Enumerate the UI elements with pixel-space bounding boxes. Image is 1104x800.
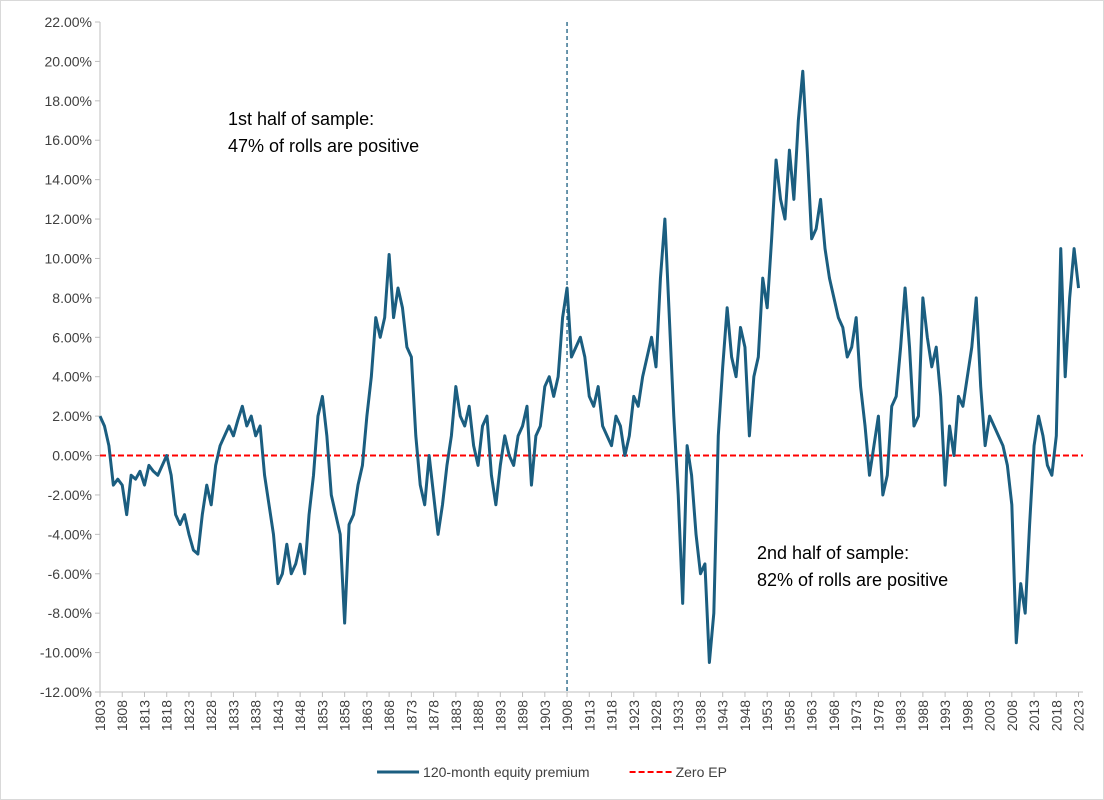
x-tick-label: 2003 [982, 700, 998, 731]
x-tick-label: 1898 [515, 700, 531, 731]
x-tick-label: 1853 [314, 700, 330, 731]
x-tick-label: 1938 [692, 700, 708, 731]
x-tick-label: 1928 [648, 700, 664, 731]
annotation: 47% of rolls are positive [228, 136, 419, 156]
x-tick-label: 1823 [181, 700, 197, 731]
x-tick-label: 2018 [1048, 700, 1064, 731]
x-tick-label: 1808 [114, 700, 130, 731]
legend-label: Zero EP [676, 764, 727, 780]
y-tick-label: -4.00% [48, 526, 92, 542]
x-tick-label: 2008 [1004, 700, 1020, 731]
x-tick-label: 1948 [737, 700, 753, 731]
x-tick-label: 1943 [715, 700, 731, 731]
annotation: 82% of rolls are positive [757, 570, 948, 590]
y-tick-label: 10.00% [45, 250, 92, 266]
y-tick-label: 0.00% [52, 448, 92, 464]
x-tick-label: 1848 [292, 700, 308, 731]
x-tick-label: 1988 [915, 700, 931, 731]
x-tick-label: 1868 [381, 700, 397, 731]
x-tick-label: 1833 [225, 700, 241, 731]
y-tick-label: 18.00% [45, 93, 92, 109]
x-tick-label: 1803 [92, 700, 108, 731]
x-tick-label: 1813 [136, 700, 152, 731]
x-tick-label: 1888 [470, 700, 486, 731]
y-tick-label: 22.00% [45, 14, 92, 30]
y-tick-label: 20.00% [45, 53, 92, 69]
x-tick-label: 1963 [804, 700, 820, 731]
x-tick-label: 1903 [537, 700, 553, 731]
x-tick-label: 1958 [781, 700, 797, 731]
y-tick-label: -2.00% [48, 487, 92, 503]
legend-label: 120-month equity premium [423, 764, 590, 780]
x-tick-label: 1878 [426, 700, 442, 731]
annotation: 1st half of sample: [228, 109, 374, 129]
x-tick-label: 1998 [959, 700, 975, 731]
x-tick-label: 1818 [159, 700, 175, 731]
x-tick-label: 1858 [337, 700, 353, 731]
series-line [98, 69, 1081, 664]
y-tick-label: 2.00% [52, 408, 92, 424]
x-tick-label: 1873 [403, 700, 419, 731]
y-tick-label: -10.00% [40, 645, 92, 661]
y-tick-label: 14.00% [45, 172, 92, 188]
x-tick-label: 1978 [870, 700, 886, 731]
x-tick-label: 1993 [937, 700, 953, 731]
y-tick-label: 12.00% [45, 211, 92, 227]
x-tick-label: 2013 [1026, 700, 1042, 731]
y-tick-label: 4.00% [52, 369, 92, 385]
y-tick-label: -12.00% [40, 684, 92, 700]
x-tick-label: 1918 [604, 700, 620, 731]
x-tick-label: 1893 [492, 700, 508, 731]
y-tick-label: 6.00% [52, 329, 92, 345]
x-tick-label: 1923 [626, 700, 642, 731]
x-tick-label: 1983 [893, 700, 909, 731]
x-tick-label: 1973 [848, 700, 864, 731]
x-tick-label: 1863 [359, 700, 375, 731]
x-tick-label: 1883 [448, 700, 464, 731]
y-tick-label: 8.00% [52, 290, 92, 306]
y-tick-label: -6.00% [48, 566, 92, 582]
x-tick-label: 1953 [759, 700, 775, 731]
y-tick-label: 16.00% [45, 132, 92, 148]
y-tick-label: -8.00% [48, 605, 92, 621]
x-tick-label: 1838 [248, 700, 264, 731]
annotation: 2nd half of sample: [757, 543, 909, 563]
x-tick-label: 1828 [203, 700, 219, 731]
x-tick-label: 1913 [581, 700, 597, 731]
x-tick-label: 1968 [826, 700, 842, 731]
x-tick-label: 1908 [559, 700, 575, 731]
x-tick-label: 1843 [270, 700, 286, 731]
x-tick-label: 1933 [670, 700, 686, 731]
x-tick-label: 2023 [1071, 700, 1087, 731]
